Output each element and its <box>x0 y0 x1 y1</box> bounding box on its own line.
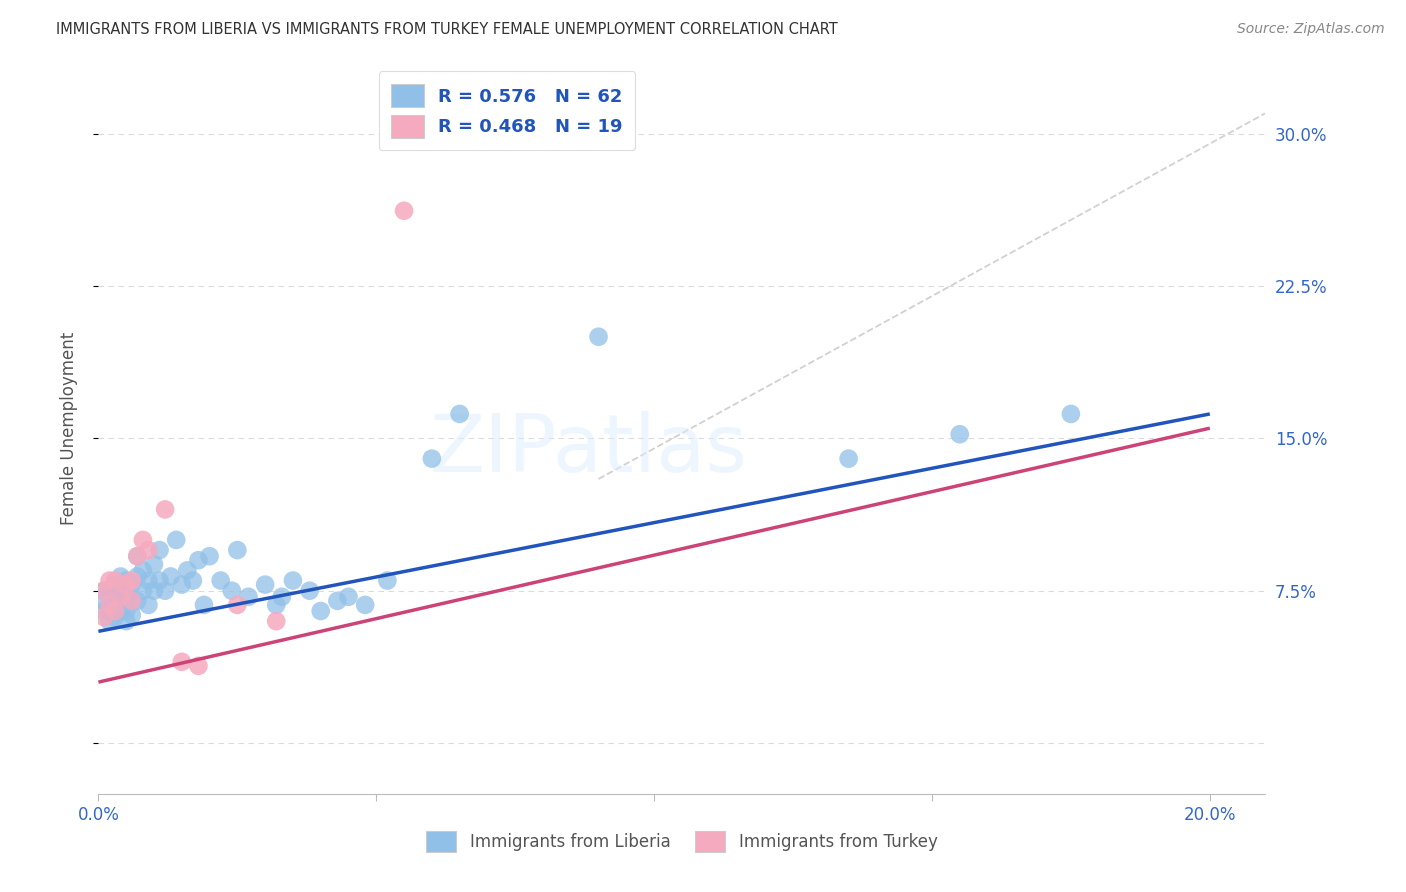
Point <box>127 549 149 564</box>
Point <box>132 583 155 598</box>
Point <box>148 543 170 558</box>
Point <box>309 604 332 618</box>
Point <box>170 577 193 591</box>
Point <box>98 598 121 612</box>
Point <box>148 574 170 588</box>
Point <box>187 553 209 567</box>
Point <box>165 533 187 547</box>
Point <box>98 614 121 628</box>
Point <box>98 598 121 612</box>
Point <box>143 583 166 598</box>
Point <box>143 558 166 572</box>
Point <box>281 574 304 588</box>
Point <box>221 583 243 598</box>
Point <box>838 451 860 466</box>
Point <box>138 598 160 612</box>
Point <box>226 598 249 612</box>
Point <box>121 594 143 608</box>
Text: IMMIGRANTS FROM LIBERIA VS IMMIGRANTS FROM TURKEY FEMALE UNEMPLOYMENT CORRELATIO: IMMIGRANTS FROM LIBERIA VS IMMIGRANTS FR… <box>56 22 838 37</box>
Point <box>121 608 143 623</box>
Point <box>98 604 121 618</box>
Point <box>127 594 149 608</box>
Point <box>392 203 415 218</box>
Point <box>326 594 349 608</box>
Point <box>181 574 204 588</box>
Point <box>110 604 132 618</box>
Point <box>337 590 360 604</box>
Point <box>153 583 176 598</box>
Point <box>127 549 149 564</box>
Point <box>420 451 443 466</box>
Point <box>377 574 399 588</box>
Point <box>138 574 160 588</box>
Point <box>226 543 249 558</box>
Point <box>115 614 138 628</box>
Point <box>115 604 138 618</box>
Point <box>187 658 209 673</box>
Point <box>93 594 115 608</box>
Point <box>110 594 132 608</box>
Point <box>198 549 221 564</box>
Point <box>254 577 277 591</box>
Point <box>270 590 292 604</box>
Y-axis label: Female Unemployment: Female Unemployment <box>59 332 77 524</box>
Point <box>159 569 181 583</box>
Point <box>121 594 143 608</box>
Point <box>153 502 176 516</box>
Point <box>176 563 198 577</box>
Point <box>264 598 287 612</box>
Point <box>104 574 127 588</box>
Legend: Immigrants from Liberia, Immigrants from Turkey: Immigrants from Liberia, Immigrants from… <box>419 824 945 859</box>
Point <box>209 574 232 588</box>
Point <box>170 655 193 669</box>
Point <box>949 427 972 442</box>
Point <box>132 533 155 547</box>
Point <box>354 598 377 612</box>
Point <box>93 583 115 598</box>
Point <box>138 543 160 558</box>
Point <box>98 583 121 598</box>
Point <box>264 614 287 628</box>
Point <box>93 610 115 624</box>
Text: ZIPatlas: ZIPatlas <box>429 411 748 489</box>
Point <box>115 590 138 604</box>
Point <box>588 330 610 344</box>
Point <box>298 583 321 598</box>
Point <box>127 569 149 583</box>
Point <box>104 590 127 604</box>
Point <box>98 574 121 588</box>
Point <box>1060 407 1083 421</box>
Point <box>115 577 138 591</box>
Point <box>449 407 471 421</box>
Point <box>193 598 215 612</box>
Point <box>121 574 143 588</box>
Point <box>115 574 138 588</box>
Point <box>104 598 127 612</box>
Point <box>238 590 260 604</box>
Text: Source: ZipAtlas.com: Source: ZipAtlas.com <box>1237 22 1385 37</box>
Point <box>110 569 132 583</box>
Point <box>104 577 127 591</box>
Point <box>93 583 115 598</box>
Point <box>132 563 155 577</box>
Point <box>104 604 127 618</box>
Point <box>110 583 132 598</box>
Point <box>104 610 127 624</box>
Point <box>93 604 115 618</box>
Point <box>110 590 132 604</box>
Point <box>121 577 143 591</box>
